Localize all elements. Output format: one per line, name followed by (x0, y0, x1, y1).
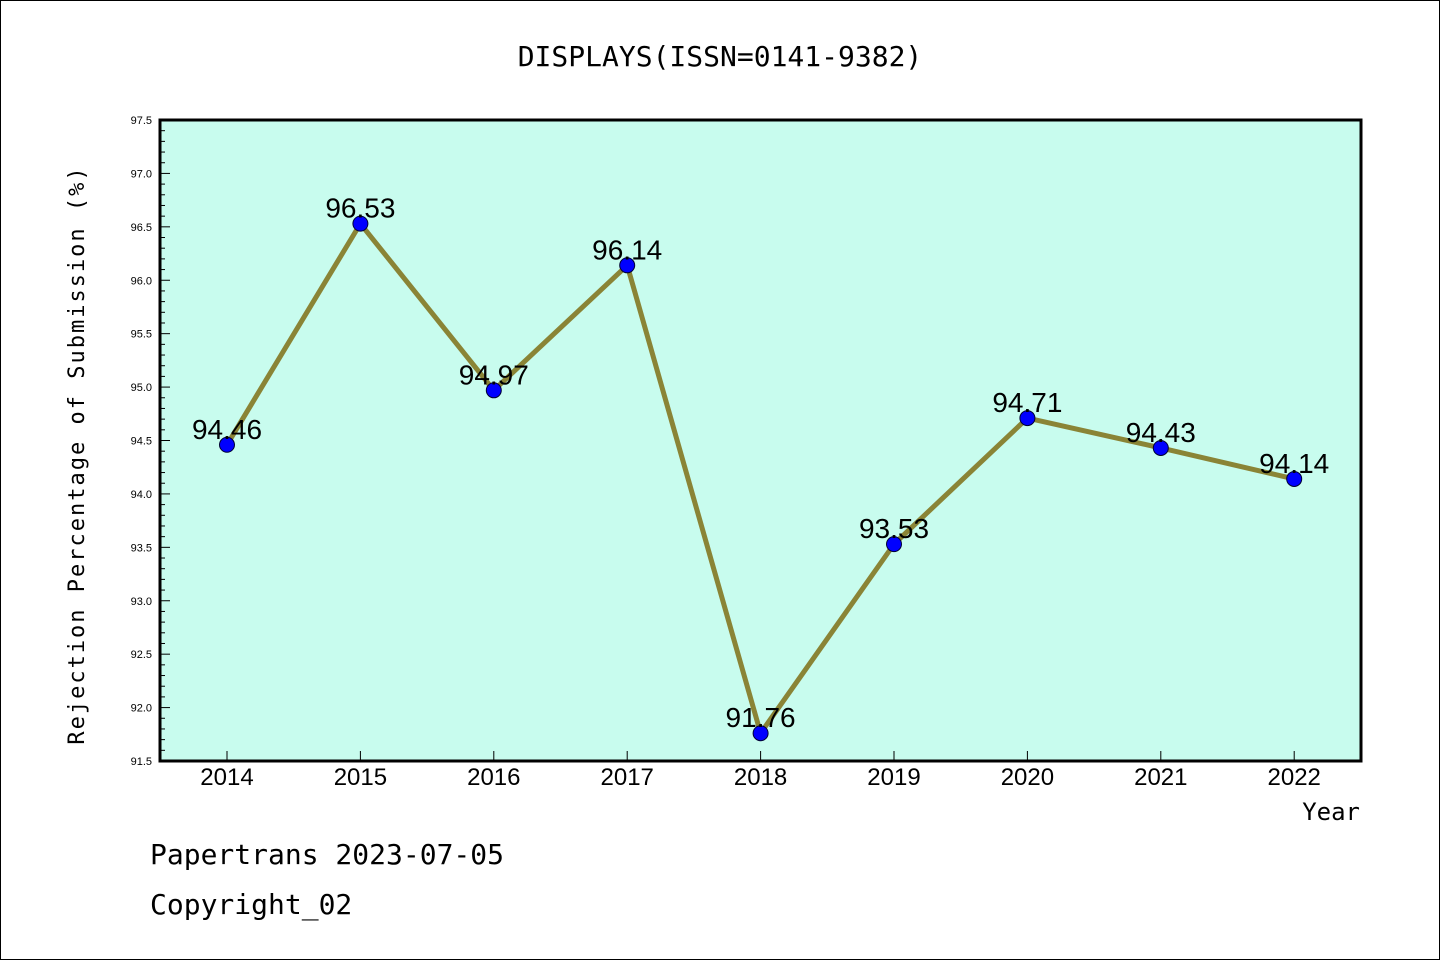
y-tick-label: 97.5 (131, 115, 152, 127)
data-label: 94.43 (1126, 417, 1196, 448)
y-tick-label: 95.0 (131, 382, 152, 394)
data-label: 96.14 (592, 234, 662, 265)
y-tick-label: 93.5 (131, 542, 152, 554)
footer-copyright: Copyright_02 (150, 888, 352, 922)
y-tick-label: 97.0 (131, 168, 152, 180)
x-tick-label: 2019 (867, 764, 920, 791)
x-tick-label: 2021 (1134, 764, 1187, 791)
y-tick-label: 92.0 (131, 703, 152, 715)
footer-papertrans-date: Papertrans 2023-07-05 (150, 838, 504, 871)
x-axis-label: Year (1302, 798, 1360, 826)
x-axis-ticks: 2014 2015 2016 2017 2018 2019 2020 2021 2022 (200, 751, 1321, 791)
data-label: 94.71 (992, 387, 1062, 418)
data-point-marker (1019, 410, 1036, 427)
y-tick-label: 96.0 (131, 275, 152, 287)
x-tick-label: 2022 (1268, 764, 1321, 791)
data-point-marker (619, 257, 636, 274)
data-label: 96.53 (325, 193, 395, 224)
data-label: 94.14 (1259, 448, 1329, 479)
y-tick-label: 96.5 (131, 222, 152, 234)
data-point-marker (219, 436, 235, 453)
data-point-marker (485, 382, 502, 399)
x-tick-label: 2020 (1001, 764, 1054, 791)
data-label: 93.53 (859, 513, 929, 544)
data-point-marker (1152, 439, 1169, 456)
y-tick-label: 94.0 (131, 489, 152, 501)
series-line-group (219, 215, 1303, 742)
data-label: 94.46 (192, 414, 262, 445)
data-label: 94.97 (459, 359, 529, 390)
x-tick-label: 2015 (334, 764, 387, 791)
y-tick-label: 92.5 (131, 649, 152, 661)
data-point-marker (1286, 470, 1303, 487)
chart-title: DISPLAYS(ISSN=0141-9382) (518, 40, 923, 73)
data-label-group: 94.46 96.53 94.97 96.14 91.76 93.53 94.71 94.43… (192, 193, 1329, 734)
data-label: 91.76 (726, 702, 796, 733)
y-tick-label: 94.5 (131, 436, 152, 448)
y-tick-label: 91.5 (131, 756, 152, 768)
y-tick-label: 95.5 (131, 329, 152, 341)
data-point-marker (886, 536, 902, 553)
data-point-marker (752, 725, 769, 742)
x-tick-label: 2016 (467, 764, 520, 791)
x-tick-label: 2014 (200, 764, 253, 791)
y-axis-ticks: 91.5 92.0 92.5 93.0 93.5 94.0 94.5 95.0 95.5 96.0… (131, 115, 170, 768)
y-tick-label: 93.0 (131, 596, 152, 608)
x-tick-label: 2018 (734, 764, 787, 791)
data-point-marker (352, 215, 369, 232)
x-tick-label: 2017 (601, 764, 654, 791)
y-axis-label: Rejection Percentage of Submission (%) (65, 165, 90, 744)
